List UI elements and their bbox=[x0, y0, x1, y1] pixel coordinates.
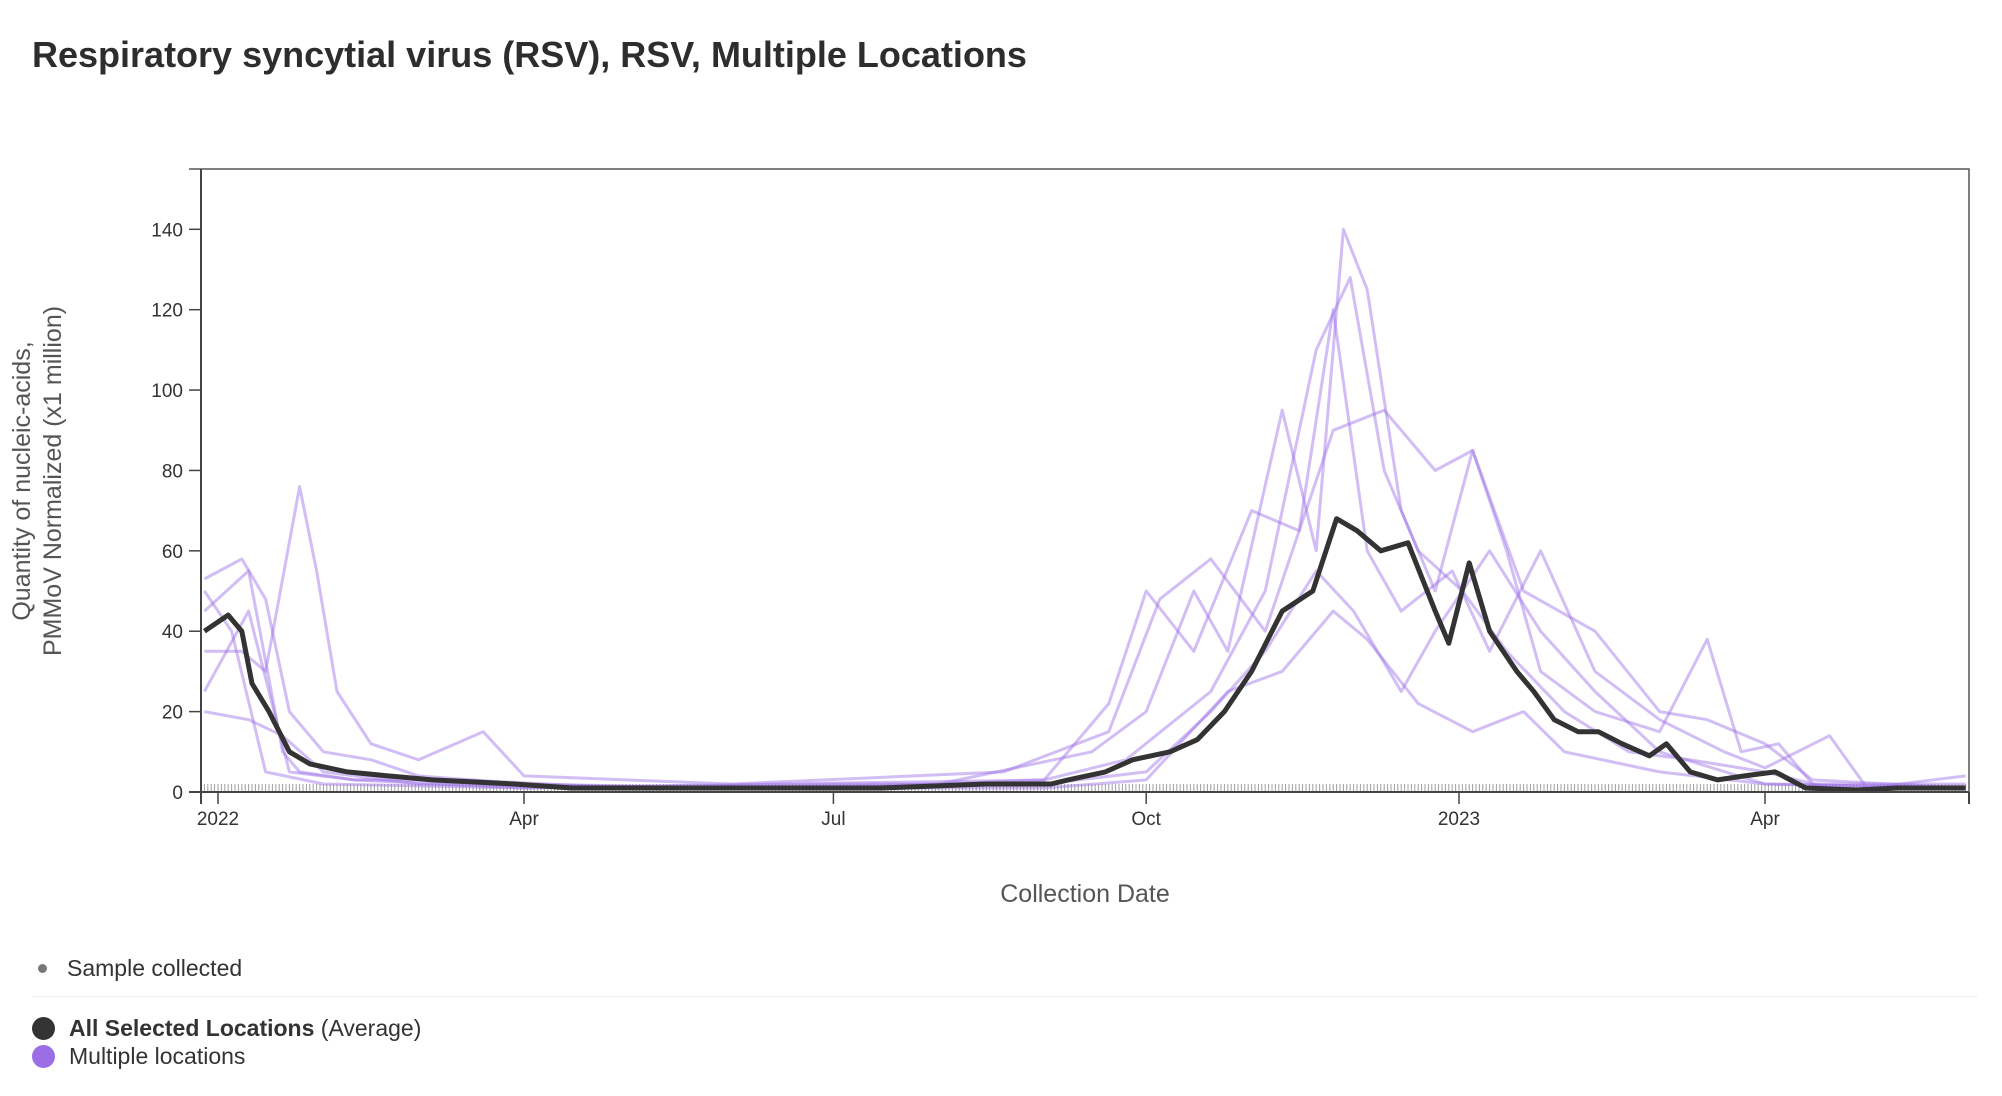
location-lines bbox=[203, 227, 1966, 790]
location-line-1 bbox=[203, 227, 1966, 790]
legend-average[interactable]: All Selected Locations (Average) bbox=[32, 1015, 421, 1042]
axes: 0 20 40 60 80 100 120 140 2022 Apr Jul Oct 2023 Apr bbox=[151, 168, 1970, 830]
x-tick-label: Apr bbox=[509, 809, 539, 830]
y-tick-label: 140 bbox=[151, 220, 183, 241]
average-line bbox=[202, 516, 1966, 793]
location-line-2 bbox=[203, 276, 1966, 790]
legend-average-suffix: (Average) bbox=[320, 1015, 422, 1041]
y-axis-title-line-2: PMMoV Normalized (x1 million) bbox=[39, 306, 67, 656]
y-tick-label: 20 bbox=[162, 703, 183, 724]
x-tick-label: Apr bbox=[1750, 809, 1780, 830]
location-line-6 bbox=[203, 308, 1966, 790]
y-axis-title-line-1: Quantity of nucleic-acids, bbox=[8, 341, 36, 620]
line-chart: 0 20 40 60 80 100 120 140 2022 Apr Jul Oct 2023 Apr C… bbox=[8, 168, 1970, 908]
y-tick-label: 100 bbox=[151, 381, 183, 402]
y-tick-label: 40 bbox=[162, 622, 183, 643]
x-tick-label: Jul bbox=[821, 809, 845, 830]
locations-dot-icon bbox=[32, 1045, 55, 1068]
legend-divider bbox=[32, 996, 1978, 997]
x-axis-title: Collection Date bbox=[1000, 880, 1170, 908]
location-line-3 bbox=[204, 408, 1966, 790]
sample-dot-icon bbox=[38, 964, 47, 973]
average-line-group bbox=[202, 516, 1966, 793]
y-tick-label: 0 bbox=[172, 783, 183, 804]
y-tick-label: 120 bbox=[151, 301, 183, 322]
x-tick-label: 2022 bbox=[197, 809, 239, 830]
legend-locations[interactable]: Multiple locations bbox=[32, 1043, 245, 1070]
x-tick-label: Oct bbox=[1131, 809, 1161, 830]
chart-title: Respiratory syncytial virus (RSV), RSV, … bbox=[32, 34, 1027, 75]
y-tick-label: 80 bbox=[162, 461, 183, 482]
legend-sample-label: Sample collected bbox=[67, 955, 243, 981]
legend-sample-collected: Sample collected bbox=[32, 955, 242, 982]
x-tick-label: 2023 bbox=[1438, 809, 1480, 830]
y-tick-label: 60 bbox=[162, 542, 183, 563]
legend-average-label: All Selected Locations bbox=[69, 1015, 315, 1041]
legend-locations-label: Multiple locations bbox=[69, 1043, 246, 1069]
location-line-4 bbox=[203, 549, 1966, 790]
y-axis-title: Quantity of nucleic-acids, PMMoV Normali… bbox=[8, 306, 67, 656]
plot-frame bbox=[189, 168, 1970, 792]
average-dot-icon bbox=[32, 1017, 55, 1040]
location-line-5 bbox=[204, 609, 1966, 790]
